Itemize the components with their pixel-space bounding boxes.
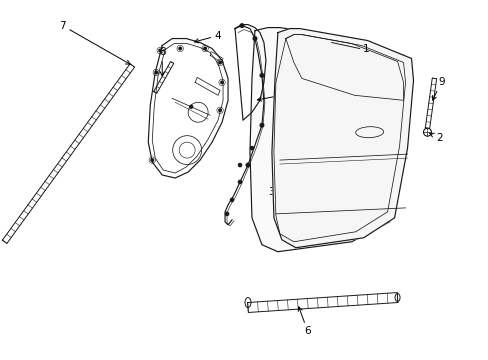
Circle shape — [218, 108, 222, 112]
Circle shape — [218, 60, 222, 64]
Text: 7: 7 — [59, 21, 130, 64]
Text: 5: 5 — [257, 85, 310, 101]
Circle shape — [188, 105, 193, 109]
Circle shape — [220, 80, 224, 84]
Circle shape — [154, 71, 158, 75]
Circle shape — [178, 46, 182, 50]
Text: 4: 4 — [194, 31, 221, 43]
Polygon shape — [249, 28, 407, 252]
Circle shape — [238, 163, 241, 167]
Circle shape — [253, 37, 256, 40]
Circle shape — [158, 49, 162, 53]
Circle shape — [245, 163, 249, 167]
Circle shape — [225, 212, 228, 216]
Circle shape — [150, 158, 154, 162]
Circle shape — [238, 180, 241, 184]
Text: 9: 9 — [432, 77, 444, 100]
Text: 8: 8 — [159, 48, 165, 76]
Polygon shape — [271, 28, 413, 248]
Text: 1: 1 — [362, 44, 368, 54]
Circle shape — [260, 123, 263, 127]
Circle shape — [260, 73, 263, 77]
Circle shape — [250, 147, 253, 150]
Text: 6: 6 — [298, 307, 310, 336]
Circle shape — [230, 198, 233, 202]
Text: 3: 3 — [268, 174, 280, 197]
Circle shape — [203, 46, 207, 50]
Circle shape — [240, 24, 244, 27]
Text: 2: 2 — [429, 133, 442, 143]
